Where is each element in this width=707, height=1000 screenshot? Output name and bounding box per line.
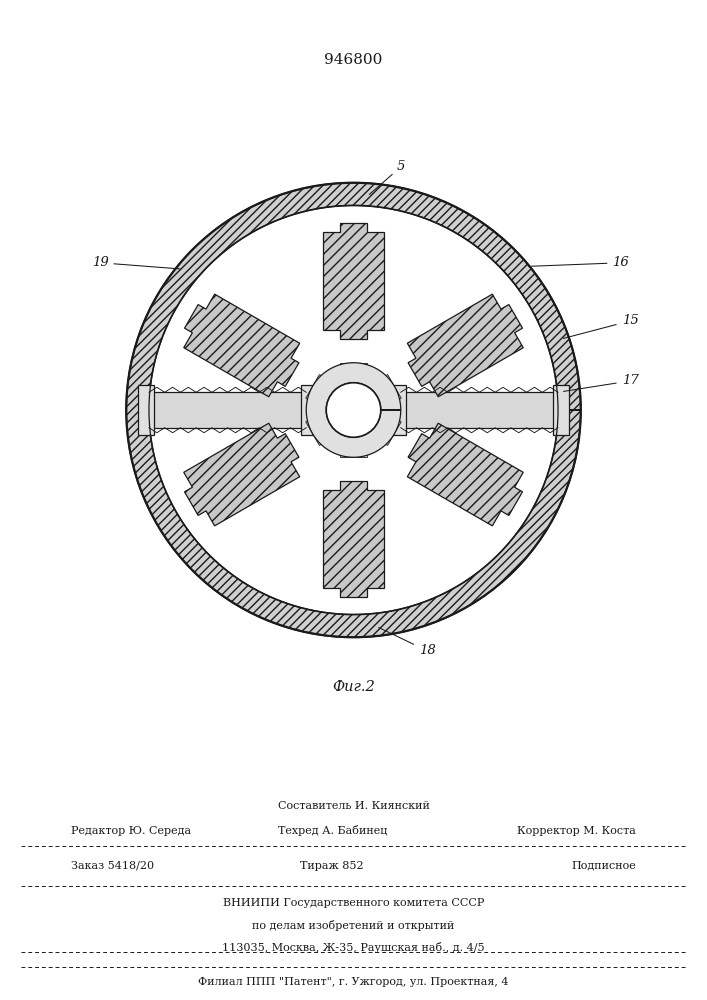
Polygon shape	[340, 363, 367, 385]
Text: 5: 5	[369, 160, 406, 195]
Text: 17: 17	[563, 374, 638, 391]
Polygon shape	[390, 385, 407, 435]
Polygon shape	[407, 423, 523, 526]
Text: Подписное: Подписное	[571, 861, 636, 871]
Text: 16: 16	[531, 256, 629, 269]
Polygon shape	[138, 385, 154, 435]
Text: по делам изобретений и открытий: по делам изобретений и открытий	[252, 920, 455, 931]
Text: Филиал ППП "Патент", г. Ужгород, ул. Проектная, 4: Филиал ППП "Патент", г. Ужгород, ул. Про…	[198, 977, 509, 987]
Text: Техред А. Бабинец: Техред А. Бабинец	[278, 825, 387, 836]
Text: 113035, Москва, Ж-35, Раушская наб., д. 4/5: 113035, Москва, Ж-35, Раушская наб., д. …	[222, 942, 485, 953]
Polygon shape	[401, 392, 558, 428]
Text: Корректор М. Коста: Корректор М. Коста	[518, 826, 636, 836]
Text: 18: 18	[379, 628, 436, 657]
Polygon shape	[322, 223, 385, 339]
Polygon shape	[184, 423, 300, 526]
Text: Составитель И. Киянский: Составитель И. Киянский	[278, 801, 429, 811]
Polygon shape	[553, 385, 569, 435]
Text: 946800: 946800	[325, 53, 382, 67]
Text: 19: 19	[92, 256, 180, 269]
Circle shape	[326, 383, 381, 437]
Polygon shape	[300, 385, 317, 435]
Text: Редактор Ю. Середа: Редактор Ю. Середа	[71, 826, 191, 836]
Polygon shape	[340, 435, 367, 457]
Text: ВНИИПИ Государственного комитета СССР: ВНИИПИ Государственного комитета СССР	[223, 898, 484, 908]
Polygon shape	[184, 294, 300, 397]
Polygon shape	[305, 375, 338, 409]
Polygon shape	[369, 411, 402, 445]
Text: Фиг.2: Фиг.2	[332, 680, 375, 694]
Polygon shape	[305, 411, 338, 445]
Text: Заказ 5418/20: Заказ 5418/20	[71, 861, 154, 871]
Text: 15: 15	[563, 314, 638, 338]
Polygon shape	[127, 183, 580, 637]
Polygon shape	[149, 392, 306, 428]
Text: Тираж 852: Тираж 852	[300, 861, 364, 871]
Polygon shape	[407, 294, 523, 397]
Polygon shape	[306, 363, 401, 457]
Polygon shape	[322, 481, 385, 597]
Polygon shape	[369, 375, 402, 409]
Circle shape	[149, 205, 558, 615]
